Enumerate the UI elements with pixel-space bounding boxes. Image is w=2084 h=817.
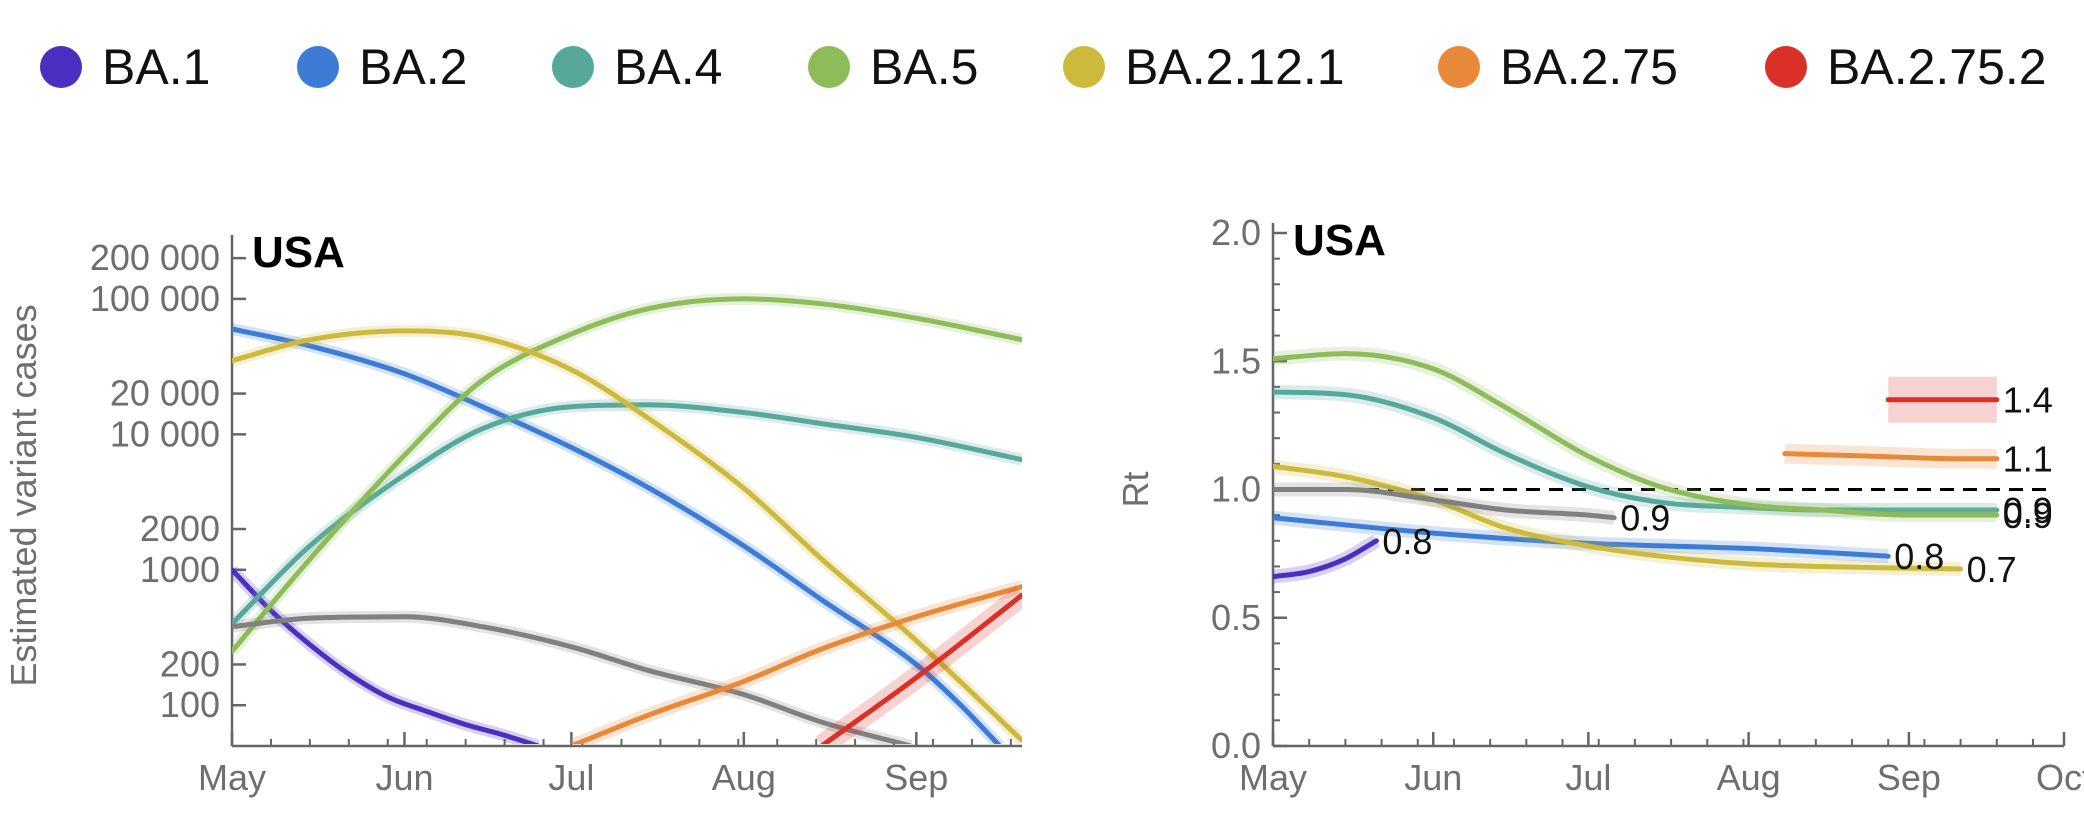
series-group xyxy=(232,292,1022,744)
legend-label-ba4: BA.4 xyxy=(614,39,723,95)
panel-title: USA xyxy=(252,228,345,277)
legend-item-ba1: BA.1 xyxy=(40,38,210,96)
legend-dot-ba5 xyxy=(808,46,850,88)
legend-dot-ba2-75 xyxy=(1438,46,1480,88)
end-label-other: 0.9 xyxy=(1620,498,1670,539)
y-tick-label: 2000 xyxy=(140,508,220,549)
legend-label-ba1: BA.1 xyxy=(102,39,211,95)
end-label-ba-5: 0.9 xyxy=(2003,495,2053,536)
y-tick-label: 1000 xyxy=(140,549,220,590)
y-tick-label: 0.5 xyxy=(1211,597,1261,638)
x-tick-label: Aug xyxy=(712,757,776,798)
x-tick-label: Aug xyxy=(1717,757,1781,798)
series-ba-2-12-1-line xyxy=(1273,463,1964,572)
legend-label-ba5: BA.5 xyxy=(870,39,979,95)
end-label-ba-2-12-1: 0.7 xyxy=(1967,549,2017,590)
series-other-line xyxy=(1273,486,1617,521)
series-ba-2-75-line xyxy=(569,584,1022,744)
y-tick-label: 0.0 xyxy=(1211,725,1261,766)
end-label-ba-4: 0.9 xyxy=(2003,490,2053,531)
legend-item-ba4: BA.4 xyxy=(552,38,722,96)
end-label-ba-1: 0.8 xyxy=(1382,521,1432,562)
x-tick-label: Jun xyxy=(375,757,433,798)
y-tick-label: 100 000 xyxy=(90,278,220,319)
x-tick-label: May xyxy=(198,757,266,798)
y-tick-label: 1.5 xyxy=(1211,340,1261,381)
y-axis-title: Rt xyxy=(1115,472,1156,508)
legend-label-ba2-75: BA.2.75 xyxy=(1500,39,1678,95)
series-ba-1-line xyxy=(1273,538,1379,580)
series-group xyxy=(1273,346,2000,584)
y-tick-label: 200 xyxy=(160,643,220,684)
end-label-ba-2: 0.8 xyxy=(1894,536,1944,577)
series-ba-2-12-1-line xyxy=(232,328,1022,743)
y-tick-label: 10 000 xyxy=(110,413,220,454)
y-tick-label: 2.0 xyxy=(1211,212,1261,253)
series-ba-2-75-line xyxy=(1782,451,2000,462)
x-tick-label: Sep xyxy=(884,757,948,798)
x-tick-label: Jul xyxy=(548,757,594,798)
legend-dot-ba2-12-1 xyxy=(1063,46,1105,88)
y-tick-label: 1.0 xyxy=(1211,469,1261,510)
legend-dot-ba4 xyxy=(552,46,594,88)
end-label-ba-2-75-2: 1.4 xyxy=(2003,380,2053,421)
panel-title: USA xyxy=(1293,216,1386,265)
series-ba-5-line xyxy=(232,296,1022,654)
legend-dot-ba2 xyxy=(297,46,339,88)
series-other-band xyxy=(232,610,913,744)
y-tick-label: 200 000 xyxy=(90,237,220,278)
y-axis-title: Estimated variant cases xyxy=(3,304,44,686)
series-ba-2-75-2-line xyxy=(820,592,1022,744)
panel-rt: 0.0 0.5 1.0 1.5 2.0 May Jun Jul Aug Sep Oct Rt 0.8 0.… xyxy=(1115,212,2084,798)
legend-item-ba2-75: BA.2.75 xyxy=(1438,38,1678,96)
legend-item-ba2-12-1: BA.2.12.1 xyxy=(1063,38,1345,96)
end-label-ba-2-75: 1.1 xyxy=(2003,439,2053,480)
legend: BA.1 BA.2 BA.4 BA.5 BA.2.12.1 BA.2.75 BA… xyxy=(0,0,2084,135)
legend-label-ba2-12-1: BA.2.12.1 xyxy=(1125,39,1345,95)
series-other-line xyxy=(232,614,913,744)
x-tick-label: Jul xyxy=(1565,757,1611,798)
x-tick-label: Jun xyxy=(1404,757,1462,798)
legend-dot-ba2-75-2 xyxy=(1765,46,1807,88)
x-tick-label: Oct xyxy=(2036,757,2084,798)
y-tick-label: 20 000 xyxy=(110,373,220,414)
legend-item-ba2-75-2: BA.2.75.2 xyxy=(1765,38,2047,96)
legend-item-ba5: BA.5 xyxy=(808,38,978,96)
legend-dot-ba1 xyxy=(40,46,82,88)
y-tick-label: 100 xyxy=(160,684,220,725)
x-tick-label: Sep xyxy=(1877,757,1941,798)
legend-item-ba2: BA.2 xyxy=(297,38,467,96)
series-ba-5-line xyxy=(1273,351,2000,518)
series-ba-4-line xyxy=(1273,389,2000,513)
series-ba-1-band xyxy=(1273,534,1380,584)
legend-label-ba2: BA.2 xyxy=(359,39,468,95)
x-tick-label: May xyxy=(1239,757,1307,798)
legend-label-ba2-75-2: BA.2.75.2 xyxy=(1827,39,2047,95)
series-ba-2-line xyxy=(232,326,1002,744)
